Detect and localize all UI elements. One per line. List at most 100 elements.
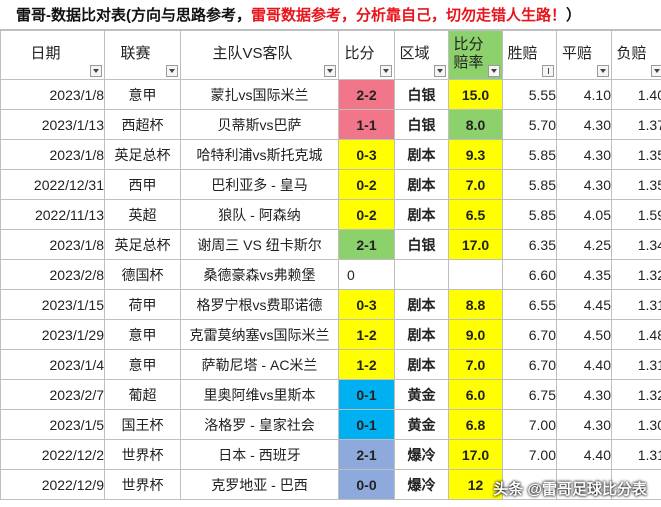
sort-filter-icon[interactable] — [542, 65, 554, 77]
cell-score[interactable]: 1-2 — [338, 349, 395, 380]
cell-league[interactable]: 西甲 — [104, 169, 181, 200]
cell-league[interactable]: 意甲 — [104, 349, 181, 380]
cell-teams[interactable]: 贝蒂斯vs巴萨 — [180, 109, 339, 140]
cell-date[interactable]: 2022/12/9 — [0, 469, 105, 500]
cell-draw[interactable]: 4.30 — [556, 409, 612, 440]
cell-zone[interactable]: 剧本 — [394, 199, 449, 230]
cell-draw[interactable]: 4.40 — [556, 349, 612, 380]
cell-draw[interactable]: 4.30 — [556, 139, 612, 170]
cell-win[interactable]: 6.70 — [502, 349, 557, 380]
cell-loss[interactable]: 1.59 — [611, 199, 661, 230]
cell-zone[interactable]: 剧本 — [394, 139, 449, 170]
cell-score[interactable]: 0-2 — [338, 169, 395, 200]
cell-loss[interactable]: 1.34 — [611, 229, 661, 260]
cell-odds[interactable]: 6.0 — [448, 379, 503, 410]
cell-date[interactable]: 2023/1/8 — [0, 79, 105, 110]
cell-win[interactable]: 5.85 — [502, 199, 557, 230]
cell-loss[interactable]: 1.32 — [611, 379, 661, 410]
filter-dropdown-icon[interactable] — [651, 65, 661, 77]
cell-odds[interactable]: 17.0 — [448, 229, 503, 260]
cell-score[interactable]: 0 — [338, 259, 395, 290]
cell-loss[interactable]: 1.35 — [611, 139, 661, 170]
cell-teams[interactable]: 狼队 - 阿森纳 — [180, 199, 339, 230]
cell-loss[interactable]: 1.31 — [611, 289, 661, 320]
cell-win[interactable]: 5.55 — [502, 79, 557, 110]
cell-league[interactable]: 国王杯 — [104, 409, 181, 440]
cell-draw[interactable]: 4.05 — [556, 199, 612, 230]
cell-loss[interactable] — [611, 469, 661, 500]
cell-win[interactable]: 6.60 — [502, 259, 557, 290]
cell-date[interactable]: 2022/12/31 — [0, 169, 105, 200]
cell-teams[interactable]: 格罗宁根vs费耶诺德 — [180, 289, 339, 320]
cell-win[interactable]: 5.85 — [502, 139, 557, 170]
cell-win[interactable]: 5.85 — [502, 169, 557, 200]
cell-league[interactable]: 世界杯 — [104, 469, 181, 500]
cell-date[interactable]: 2023/1/13 — [0, 109, 105, 140]
cell-zone[interactable]: 剧本 — [394, 319, 449, 350]
cell-teams[interactable]: 桑德豪森vs弗赖堡 — [180, 259, 339, 290]
cell-win[interactable]: 5.70 — [502, 109, 557, 140]
filter-dropdown-icon[interactable] — [90, 65, 102, 77]
filter-dropdown-icon[interactable] — [324, 65, 336, 77]
cell-score[interactable]: 2-1 — [338, 229, 395, 260]
cell-odds[interactable]: 17.0 — [448, 439, 503, 470]
filter-dropdown-icon[interactable] — [166, 65, 178, 77]
cell-date[interactable]: 2022/12/2 — [0, 439, 105, 470]
cell-loss[interactable]: 1.37 — [611, 109, 661, 140]
cell-teams[interactable]: 克雷莫纳塞vs国际米兰 — [180, 319, 339, 350]
cell-teams[interactable]: 萨勒尼塔 - AC米兰 — [180, 349, 339, 380]
cell-teams[interactable]: 巴利亚多 - 皇马 — [180, 169, 339, 200]
filter-dropdown-icon[interactable] — [597, 65, 609, 77]
cell-score[interactable]: 0-3 — [338, 289, 395, 320]
cell-league[interactable]: 德国杯 — [104, 259, 181, 290]
cell-loss[interactable]: 1.40 — [611, 79, 661, 110]
cell-loss[interactable]: 1.32 — [611, 259, 661, 290]
cell-date[interactable]: 2023/1/8 — [0, 139, 105, 170]
cell-loss[interactable]: 1.35 — [611, 169, 661, 200]
cell-league[interactable]: 西超杯 — [104, 109, 181, 140]
cell-league[interactable]: 世界杯 — [104, 439, 181, 470]
cell-zone[interactable] — [394, 259, 449, 290]
cell-draw[interactable]: 4.30 — [556, 379, 612, 410]
cell-odds[interactable]: 7.0 — [448, 169, 503, 200]
cell-win[interactable]: 7.00 — [502, 409, 557, 440]
cell-score[interactable]: 0-3 — [338, 139, 395, 170]
filter-dropdown-icon[interactable] — [434, 65, 446, 77]
cell-odds[interactable]: 8.8 — [448, 289, 503, 320]
cell-odds[interactable]: 15.0 — [448, 79, 503, 110]
cell-teams[interactable]: 哈特利浦vs斯托克城 — [180, 139, 339, 170]
cell-win[interactable]: 7.00 — [502, 439, 557, 470]
cell-draw[interactable]: 4.10 — [556, 79, 612, 110]
cell-date[interactable]: 2023/1/5 — [0, 409, 105, 440]
cell-draw[interactable]: 4.40 — [556, 439, 612, 470]
cell-win[interactable]: 6.35 — [502, 229, 557, 260]
cell-league[interactable]: 英足总杯 — [104, 139, 181, 170]
cell-teams[interactable]: 日本 - 西班牙 — [180, 439, 339, 470]
cell-score[interactable]: 0-1 — [338, 379, 395, 410]
cell-loss[interactable]: 1.48 — [611, 319, 661, 350]
cell-odds[interactable]: 6.5 — [448, 199, 503, 230]
cell-zone[interactable]: 白银 — [394, 109, 449, 140]
cell-score[interactable]: 0-1 — [338, 409, 395, 440]
cell-odds[interactable]: 7.0 — [448, 349, 503, 380]
cell-odds[interactable]: 9.3 — [448, 139, 503, 170]
filter-dropdown-icon[interactable] — [380, 65, 392, 77]
cell-win[interactable]: 6.55 — [502, 289, 557, 320]
cell-loss[interactable]: 1.30 — [611, 409, 661, 440]
cell-zone[interactable]: 白银 — [394, 79, 449, 110]
cell-zone[interactable]: 黄金 — [394, 409, 449, 440]
cell-league[interactable]: 荷甲 — [104, 289, 181, 320]
cell-odds[interactable]: 8.0 — [448, 109, 503, 140]
cell-date[interactable]: 2023/1/8 — [0, 229, 105, 260]
cell-league[interactable]: 葡超 — [104, 379, 181, 410]
cell-draw[interactable]: 4.45 — [556, 289, 612, 320]
cell-odds[interactable] — [448, 259, 503, 290]
cell-teams[interactable]: 克罗地亚 - 巴西 — [180, 469, 339, 500]
cell-win[interactable]: 6.75 — [502, 379, 557, 410]
cell-zone[interactable]: 爆冷 — [394, 469, 449, 500]
cell-date[interactable]: 2023/1/4 — [0, 349, 105, 380]
cell-score[interactable]: 2-2 — [338, 79, 395, 110]
cell-date[interactable]: 2022/11/13 — [0, 199, 105, 230]
cell-teams[interactable]: 洛格罗 - 皇家社会 — [180, 409, 339, 440]
cell-draw[interactable]: 4.30 — [556, 169, 612, 200]
